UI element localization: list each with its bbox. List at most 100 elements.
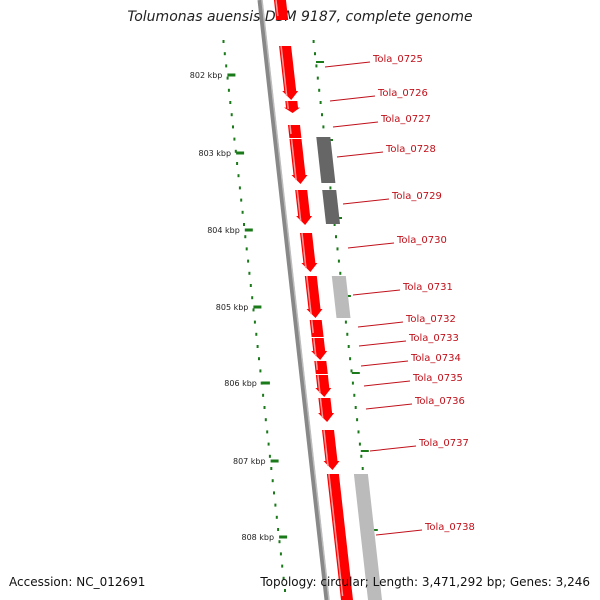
- gc-dot: [339, 271, 342, 275]
- scale-ticks: 802 kbp 803 kbp 804 kbp 805 kbp 806 kbp 807 k…: [190, 71, 288, 542]
- gc-dot: [255, 332, 258, 336]
- cds-highlight: [328, 473, 344, 597]
- gc-dot: [329, 186, 332, 190]
- gc-dot: [233, 137, 236, 141]
- tick-label: 807 kbp: [233, 457, 266, 466]
- leader-line: [336, 151, 384, 158]
- tick-mark: [227, 73, 236, 77]
- gc-dot: [321, 113, 323, 117]
- gc-dot: [284, 589, 286, 592]
- gene-label: Tola_0727: [380, 114, 431, 125]
- leader-line: [365, 403, 413, 410]
- cds-arrow: [314, 361, 328, 374]
- gc-dot: [273, 491, 275, 495]
- leader-line: [342, 198, 390, 205]
- gc-dot: [227, 88, 230, 92]
- gene-label: Tola_0735: [412, 373, 463, 384]
- leader-line: [358, 340, 407, 347]
- gc-dot: [258, 357, 260, 361]
- cds-highlight: [296, 189, 302, 222]
- gc-dot: [237, 174, 240, 178]
- cds-highlight: [310, 319, 314, 334]
- cds-highlight: [290, 138, 297, 181]
- gc-dot: [350, 369, 353, 373]
- cds-arrow: [304, 276, 323, 318]
- gc-dot: [230, 113, 233, 117]
- gc-dot: [247, 259, 250, 263]
- gc-mark: [351, 372, 360, 374]
- tick-label: 803 kbp: [198, 149, 231, 158]
- gc-dot: [322, 125, 325, 129]
- gene-label: Tola_0738: [424, 522, 475, 533]
- leader-line: [357, 321, 404, 328]
- tick-mark: [270, 459, 279, 463]
- tick-label: 806 kbp: [224, 379, 257, 388]
- cds-arrow: [284, 101, 300, 113]
- gc-dot: [318, 88, 321, 92]
- gene-block: [316, 137, 336, 183]
- gc-dot: [243, 223, 245, 226]
- gc-dot: [333, 223, 336, 226]
- gene-label: Tola_0730: [396, 235, 447, 246]
- gene-label: Tola_0736: [414, 396, 465, 407]
- gc-dot: [270, 467, 273, 470]
- cds-highlight: [275, 0, 279, 17]
- gc-dot: [267, 442, 270, 446]
- backbone-highlight: [261, 0, 330, 600]
- gc-dot: [335, 235, 337, 239]
- tick-mark: [236, 151, 245, 155]
- gc-dot: [356, 418, 359, 422]
- gc-dot: [263, 406, 266, 409]
- gene-block: [322, 190, 340, 224]
- gc-dot: [229, 101, 232, 104]
- map-title: Tolumonas auensis DSM 9187, complete gen…: [127, 9, 473, 25]
- gc-dot: [312, 40, 315, 43]
- leader-line: [324, 61, 371, 68]
- cds-highlight: [286, 100, 289, 110]
- gc-dot: [222, 40, 225, 43]
- gc-dot: [344, 320, 347, 324]
- gc-skew-inner-track: [222, 40, 286, 592]
- gc-dot: [274, 503, 277, 507]
- gc-dot: [346, 332, 349, 336]
- gene-label: Tola_0731: [402, 282, 453, 293]
- gene-block: [331, 276, 351, 318]
- cds-highlight: [280, 45, 288, 97]
- cds-arrow: [279, 46, 299, 100]
- grey-gene-track: [316, 137, 382, 600]
- tick-label: 805 kbp: [216, 303, 249, 312]
- gene-label: Tola_0728: [385, 144, 436, 155]
- gc-mark: [360, 450, 369, 452]
- gc-dot: [251, 296, 254, 300]
- gc-dot: [249, 284, 252, 287]
- tick-mark: [261, 381, 270, 385]
- leader-line: [352, 289, 401, 296]
- gc-dot: [248, 271, 251, 275]
- gc-dot: [319, 101, 322, 104]
- gc-dot: [236, 162, 239, 165]
- gc-dot: [253, 320, 256, 324]
- gc-dot: [266, 430, 269, 434]
- gc-dot: [225, 64, 228, 68]
- cds-arrow: [300, 233, 318, 272]
- gc-dot: [262, 393, 265, 397]
- leader-line: [363, 380, 411, 387]
- backbone-line: [257, 0, 330, 600]
- gc-dot: [244, 235, 247, 239]
- gc-dot: [268, 454, 271, 458]
- gc-dot: [314, 52, 316, 56]
- cds-highlight: [315, 360, 319, 371]
- gc-dot: [245, 247, 248, 251]
- gc-dot: [252, 308, 255, 312]
- leader-line: [332, 121, 379, 128]
- gc-dot: [271, 479, 274, 483]
- gc-dot: [361, 467, 364, 470]
- gc-dot: [349, 357, 352, 361]
- gc-dot: [354, 406, 357, 409]
- gc-dot: [336, 247, 339, 251]
- gene-label: Tola_0734: [410, 353, 461, 364]
- gene-label: Tola_0726: [377, 88, 428, 99]
- gc-dot: [223, 52, 226, 56]
- cds-arrow: [322, 430, 340, 470]
